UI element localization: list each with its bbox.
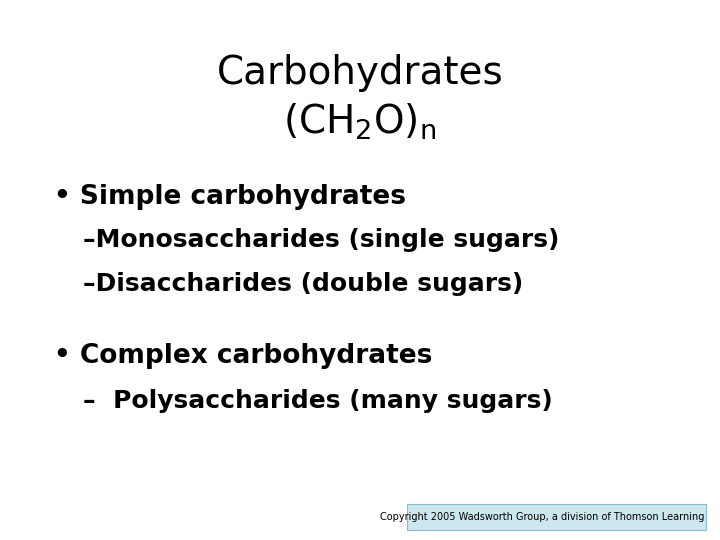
Text: Carbohydrates: Carbohydrates — [217, 54, 503, 92]
Text: • Complex carbohydrates: • Complex carbohydrates — [54, 343, 433, 369]
Text: • Simple carbohydrates: • Simple carbohydrates — [54, 184, 406, 210]
FancyBboxPatch shape — [407, 504, 706, 530]
Text: –  Polysaccharides (many sugars): – Polysaccharides (many sugars) — [83, 389, 552, 413]
Text: –Disaccharides (double sugars): –Disaccharides (double sugars) — [83, 272, 523, 295]
Text: –Monosaccharides (single sugars): –Monosaccharides (single sugars) — [83, 228, 559, 252]
Text: (CH$_2$O)$_\mathregular{n}$: (CH$_2$O)$_\mathregular{n}$ — [283, 102, 437, 141]
Text: Copyright 2005 Wadsworth Group, a division of Thomson Learning: Copyright 2005 Wadsworth Group, a divisi… — [379, 512, 704, 522]
